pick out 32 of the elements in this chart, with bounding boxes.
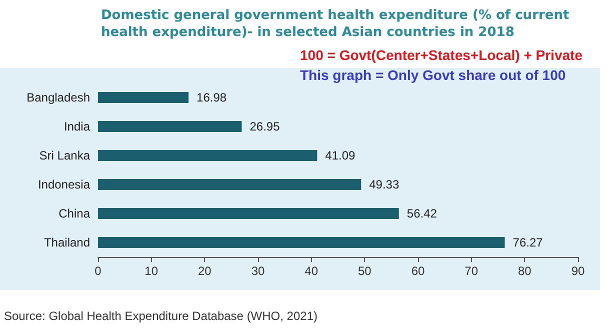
x-tick-label: 70: [464, 264, 478, 278]
annotation: This graph = Only Govt share out of 100: [300, 67, 566, 83]
data-label: 16.98: [196, 90, 227, 104]
x-tick-label: 80: [518, 264, 532, 278]
text: 100 = Govt(Center+States+Local) + Private: [300, 47, 583, 63]
y-tick-label: Bangladesh: [26, 90, 90, 104]
bar: [98, 208, 399, 219]
x-tick-label: 50: [358, 264, 372, 278]
bar: [98, 179, 362, 190]
data-label: 41.09: [325, 148, 356, 162]
x-tick-label: 0: [94, 264, 102, 278]
chart-title: Domestic general government health expenditure (% of current health expenditure)- in selected Asian countries in 2018: [101, 8, 574, 40]
y-tick-label: India: [64, 120, 90, 134]
x-tick-label: 40: [304, 264, 318, 278]
y-tick-label: Indonesia: [38, 178, 90, 192]
x-tick-label: 20: [198, 264, 212, 278]
data-label: 76.27: [512, 236, 544, 250]
data-label: 49.33: [369, 178, 400, 192]
bar: [98, 92, 189, 103]
bar: [98, 237, 505, 248]
y-tick-label: Thailand: [44, 236, 90, 250]
data-label: 26.95: [250, 120, 280, 134]
y-tick-label: China: [58, 206, 90, 220]
x-tick-label: 10: [144, 264, 158, 278]
y-tick-label: Sri Lanka: [39, 148, 90, 162]
source-note: Source: Global Health Expenditure Database (WHO, 2021): [4, 309, 318, 323]
bar: [98, 150, 318, 161]
x-tick-label: 60: [411, 264, 425, 278]
bar: [98, 121, 242, 132]
x-tick-label: 30: [251, 264, 265, 278]
data-label: 56.42: [406, 206, 438, 220]
x-tick-label: 90: [571, 264, 585, 278]
